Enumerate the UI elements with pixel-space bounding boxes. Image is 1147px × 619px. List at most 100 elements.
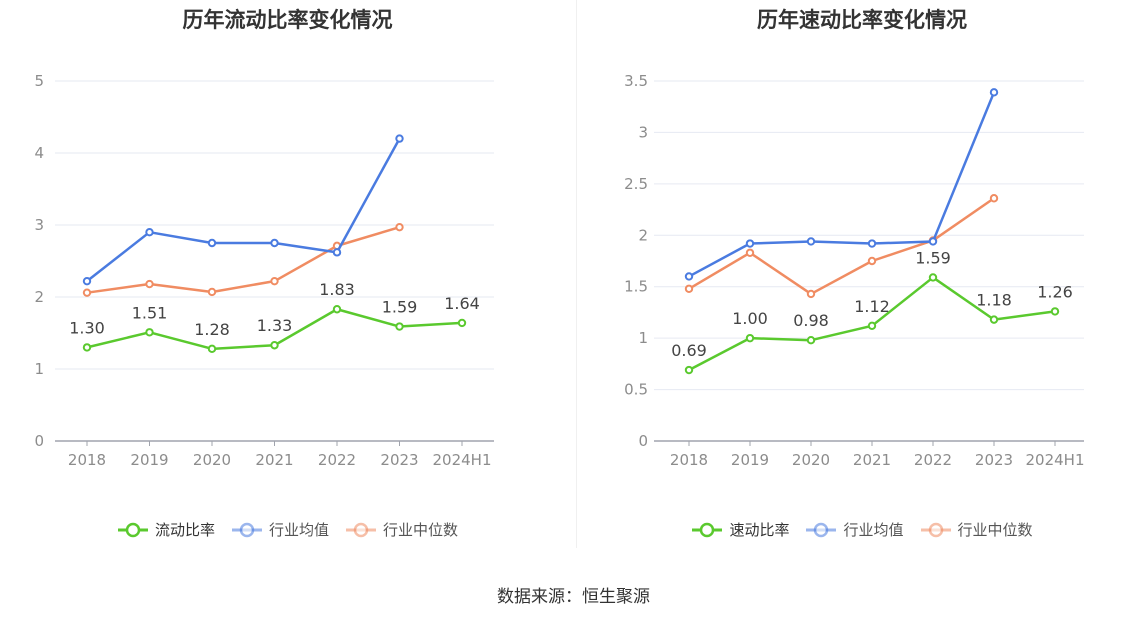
data-point[interactable] bbox=[1050, 307, 1060, 316]
legend-item[interactable]: 速动比率 bbox=[691, 519, 789, 540]
data-point[interactable] bbox=[395, 222, 404, 232]
data-point[interactable] bbox=[989, 194, 999, 203]
data-point[interactable] bbox=[82, 288, 92, 297]
x-tick-label: 2021 bbox=[255, 451, 293, 469]
series-line bbox=[86, 137, 401, 283]
y-tick-label: 5 bbox=[34, 72, 44, 90]
data-label: 1.59 bbox=[382, 298, 418, 317]
x-tick-label: 2021 bbox=[853, 451, 891, 469]
data-point[interactable] bbox=[270, 238, 279, 248]
data-point[interactable] bbox=[145, 228, 154, 237]
y-tick-label: 1.5 bbox=[624, 278, 648, 296]
legend-label: 行业均值 bbox=[843, 521, 904, 539]
data-label: 1.30 bbox=[69, 318, 105, 337]
x-tick-label: 2022 bbox=[318, 451, 356, 469]
x-tick-label: 2022 bbox=[914, 451, 952, 469]
series-line bbox=[688, 91, 996, 278]
data-point[interactable] bbox=[145, 279, 154, 289]
data-point[interactable] bbox=[82, 343, 92, 352]
data-point[interactable] bbox=[745, 248, 755, 257]
data-point[interactable] bbox=[270, 276, 279, 286]
data-point[interactable] bbox=[806, 336, 816, 345]
data-point[interactable] bbox=[457, 318, 467, 328]
data-source-note: 数据来源：恒生聚源 bbox=[497, 587, 650, 607]
data-point[interactable] bbox=[207, 238, 217, 248]
x-tick-label: 2024H1 bbox=[1026, 451, 1085, 469]
y-tick-label: 3 bbox=[638, 123, 648, 141]
x-tick-label: 2020 bbox=[792, 451, 830, 469]
data-label: 1.59 bbox=[915, 248, 951, 267]
x-tick-label: 2018 bbox=[68, 451, 106, 469]
x-tick-label: 2019 bbox=[731, 451, 769, 469]
data-point[interactable] bbox=[928, 273, 938, 282]
chart-legend: 速动比率 行业均值 行业中位数 bbox=[577, 519, 1147, 540]
data-label: 1.83 bbox=[319, 280, 355, 299]
data-label: 1.33 bbox=[257, 316, 293, 335]
legend-label: 行业中位数 bbox=[957, 521, 1033, 539]
y-tick-label: 0 bbox=[34, 432, 44, 450]
chart-divider bbox=[576, 0, 577, 548]
legend-label: 速动比率 bbox=[729, 521, 790, 539]
legend-item[interactable]: 行业均值 bbox=[805, 519, 904, 540]
data-label: 1.00 bbox=[732, 309, 768, 328]
data-label: 1.12 bbox=[854, 297, 890, 316]
x-tick-label: 2020 bbox=[193, 451, 231, 469]
data-point[interactable] bbox=[867, 321, 877, 330]
legend-label: 行业均值 bbox=[268, 521, 329, 539]
chart-plot-area: 0 1 2 3 4 5 2018 2019 2020 2021 2022 2023 2024H1 1.30… bbox=[34, 72, 494, 469]
data-point[interactable] bbox=[989, 315, 999, 324]
data-point[interactable] bbox=[745, 239, 755, 248]
y-tick-label: 2.5 bbox=[624, 175, 648, 193]
chart-title: 历年速动比率变化情况 bbox=[757, 8, 967, 32]
data-point[interactable] bbox=[867, 256, 877, 266]
data-point[interactable] bbox=[684, 365, 694, 375]
y-tick-label: 2 bbox=[638, 226, 648, 244]
x-tick-label: 2023 bbox=[380, 451, 418, 469]
legend-item[interactable]: 行业中位数 bbox=[920, 519, 1033, 540]
data-point[interactable] bbox=[395, 322, 404, 331]
series-line bbox=[688, 197, 995, 296]
data-label: 0.69 bbox=[671, 341, 707, 360]
x-tick-label: 2023 bbox=[975, 451, 1013, 469]
data-point[interactable] bbox=[332, 248, 342, 257]
data-point[interactable] bbox=[928, 237, 938, 246]
x-tick-label: 2024H1 bbox=[433, 451, 492, 469]
data-point[interactable] bbox=[684, 272, 694, 281]
data-label: 0.98 bbox=[793, 311, 829, 330]
data-point[interactable] bbox=[270, 341, 279, 350]
data-point[interactable] bbox=[867, 239, 877, 248]
y-tick-label: 1 bbox=[638, 329, 648, 347]
quick-ratio-chart: 历年速动比率变化情况 0 0.5 1 1.5 2 2.5 3 3.5 2018 2019 2020 2… bbox=[577, 0, 1147, 560]
legend-marker-icon bbox=[346, 522, 376, 537]
series-line bbox=[86, 225, 400, 294]
y-tick-label: 0 bbox=[638, 432, 648, 450]
current-ratio-chart: 历年流动比率变化情况 0 1 2 3 4 5 2018 2019 2020 2021 2022 202… bbox=[0, 0, 575, 560]
data-point[interactable] bbox=[806, 289, 816, 299]
data-label: 1.51 bbox=[132, 303, 168, 322]
y-tick-label: 1 bbox=[34, 360, 44, 378]
y-tick-label: 3 bbox=[34, 216, 44, 234]
legend-item[interactable]: 行业中位数 bbox=[345, 519, 458, 540]
data-point[interactable] bbox=[684, 284, 694, 293]
chart-legend: 流动比率 行业均值 行业中位数 bbox=[0, 519, 575, 540]
data-point[interactable] bbox=[82, 276, 92, 286]
legend-marker-icon bbox=[692, 522, 723, 537]
data-point[interactable] bbox=[332, 305, 342, 314]
legend-item[interactable]: 行业均值 bbox=[231, 519, 329, 540]
legend-item[interactable]: 流动比率 bbox=[117, 519, 215, 540]
data-point[interactable] bbox=[207, 287, 217, 297]
y-tick-label: 3.5 bbox=[624, 72, 648, 90]
legend-label: 行业中位数 bbox=[383, 521, 459, 539]
data-label: 1.26 bbox=[1037, 282, 1073, 301]
data-point[interactable] bbox=[989, 88, 999, 97]
x-tick-label: 2019 bbox=[130, 451, 168, 469]
y-tick-label: 4 bbox=[34, 144, 44, 162]
data-point[interactable] bbox=[395, 134, 404, 143]
data-point[interactable] bbox=[806, 237, 816, 246]
data-label: 1.18 bbox=[976, 291, 1012, 310]
y-tick-label: 0.5 bbox=[624, 381, 648, 399]
data-point[interactable] bbox=[145, 328, 154, 337]
data-point[interactable] bbox=[207, 344, 217, 354]
data-point[interactable] bbox=[745, 333, 755, 343]
legend-label: 流动比率 bbox=[154, 521, 215, 539]
